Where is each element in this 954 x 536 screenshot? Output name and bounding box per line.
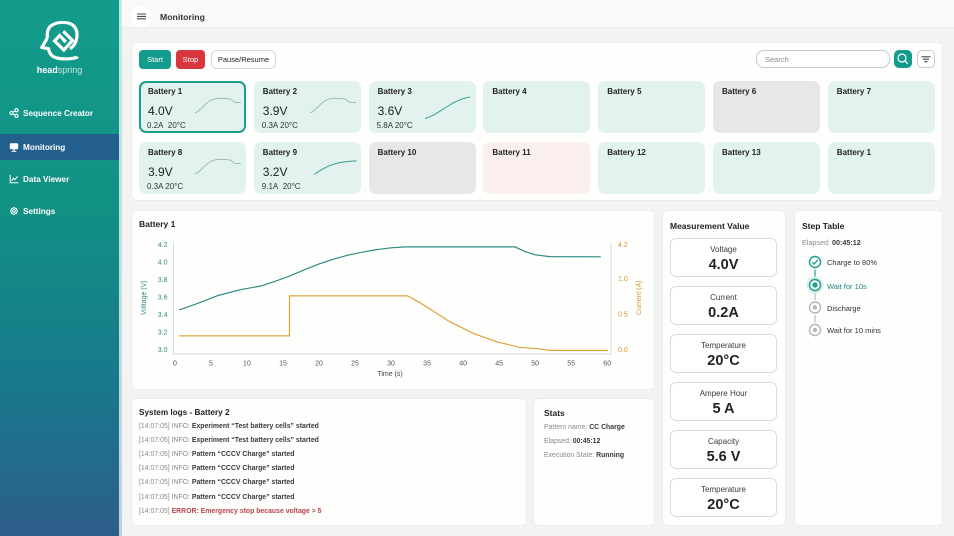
svg-text:0: 0: [173, 361, 177, 368]
svg-text:3.2: 3.2: [158, 329, 168, 336]
svg-text:25: 25: [351, 361, 359, 368]
svg-text:40: 40: [459, 361, 467, 368]
svg-text:20: 20: [315, 361, 323, 368]
svg-text:45: 45: [495, 361, 503, 368]
svg-text:5: 5: [209, 361, 213, 368]
svg-text:10: 10: [243, 361, 251, 368]
svg-text:15: 15: [279, 361, 287, 368]
svg-text:4.0: 4.0: [158, 259, 168, 266]
svg-text:60: 60: [603, 361, 611, 368]
svg-text:3.6: 3.6: [158, 294, 168, 301]
svg-text:4.2: 4.2: [618, 242, 628, 249]
svg-text:35: 35: [423, 361, 431, 368]
svg-text:3.0: 3.0: [158, 347, 168, 354]
svg-text:0.0: 0.0: [618, 347, 628, 354]
svg-text:1.0: 1.0: [618, 276, 628, 283]
svg-text:55: 55: [567, 361, 575, 368]
svg-text:3.8: 3.8: [158, 277, 168, 284]
svg-text:4.2: 4.2: [158, 242, 168, 249]
svg-text:30: 30: [387, 361, 395, 368]
svg-text:3.4: 3.4: [158, 312, 168, 319]
svg-text:0.5: 0.5: [618, 312, 628, 319]
svg-text:50: 50: [531, 361, 539, 368]
